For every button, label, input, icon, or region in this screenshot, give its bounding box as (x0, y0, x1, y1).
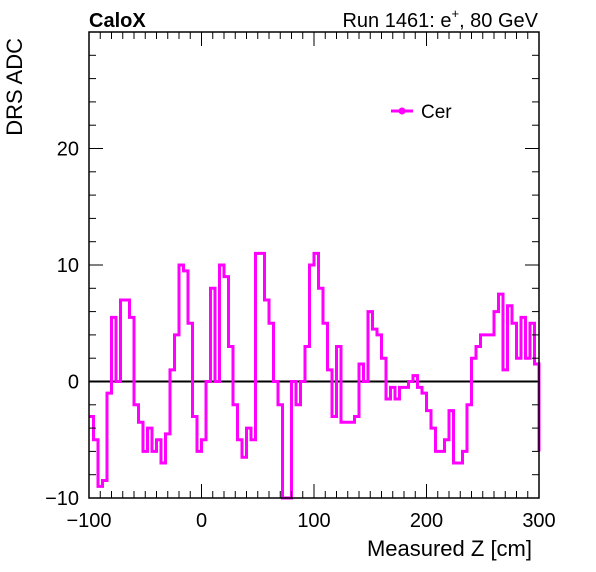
header-right-prefix: Run 1461: e (342, 10, 451, 32)
x-axis-label: Measured Z [cm] (367, 536, 532, 561)
x-tick-label: −100 (66, 510, 111, 532)
x-tick-label: 0 (196, 510, 207, 532)
header-left-label: CaloX (89, 10, 146, 32)
x-tick-label: 200 (410, 510, 443, 532)
legend-label: Cer (421, 102, 452, 123)
header-right-label: Run 1461: e+, 80 GeV (342, 6, 538, 32)
y-axis-label: DRS ADC (2, 38, 27, 136)
x-tick-label: 300 (522, 510, 555, 532)
header-right-suffix: , 80 GeV (459, 10, 539, 32)
series-line-0 (89, 251, 541, 500)
y-tick-label: 0 (68, 372, 79, 394)
x-tick-label: 100 (297, 510, 330, 532)
header-right-sup: + (451, 6, 459, 21)
series-layer (89, 251, 541, 500)
y-tick-label: −10 (45, 488, 79, 510)
y-tick-label: 20 (57, 139, 79, 161)
legend-swatch-marker (398, 107, 406, 115)
legend: Cer (391, 102, 452, 123)
y-tick-label: 10 (57, 255, 79, 277)
